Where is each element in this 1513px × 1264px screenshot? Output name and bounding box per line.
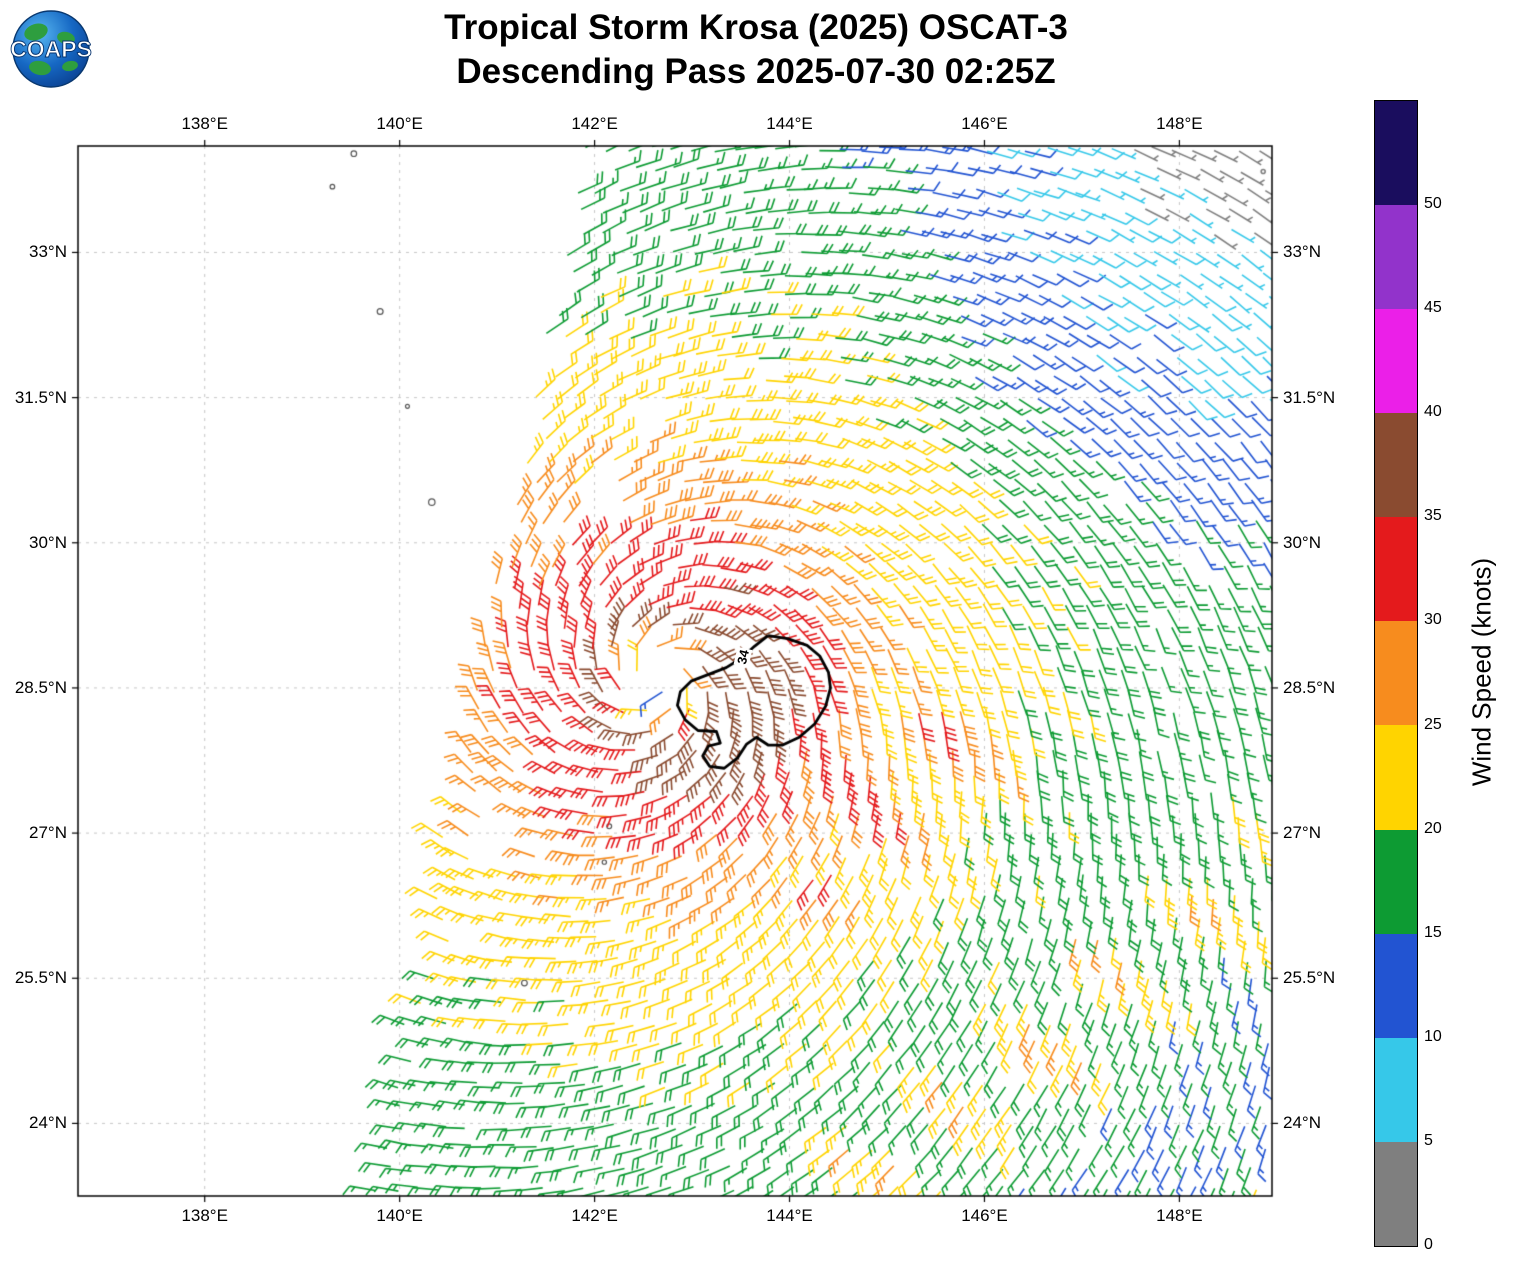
logo-text: COAPS	[10, 36, 92, 62]
chart-title: Tropical Storm Krosa (2025) OSCAT-3 Desc…	[444, 6, 1068, 94]
colorbar-segment	[1375, 829, 1417, 934]
chart-title-line1: Tropical Storm Krosa (2025) OSCAT-3	[444, 8, 1068, 47]
colorbar-title: Wind Speed (knots)	[1466, 557, 1497, 787]
colorbar-segment	[1375, 309, 1417, 414]
coaps-logo: COAPS	[10, 10, 92, 88]
colorbar-segment	[1375, 725, 1417, 830]
colorbar-segment	[1375, 933, 1417, 1038]
colorbar-segment	[1375, 1037, 1417, 1142]
colorbar-segment	[1375, 1141, 1417, 1246]
colorbar	[1374, 100, 1418, 1247]
colorbar-segment	[1375, 621, 1417, 726]
colorbar-segment	[1375, 205, 1417, 310]
colorbar-segment	[1375, 413, 1417, 518]
colorbar-segment	[1375, 101, 1417, 206]
chart-title-line2: Descending Pass 2025-07-30 02:25Z	[456, 52, 1056, 91]
colorbar-segment	[1375, 517, 1417, 622]
